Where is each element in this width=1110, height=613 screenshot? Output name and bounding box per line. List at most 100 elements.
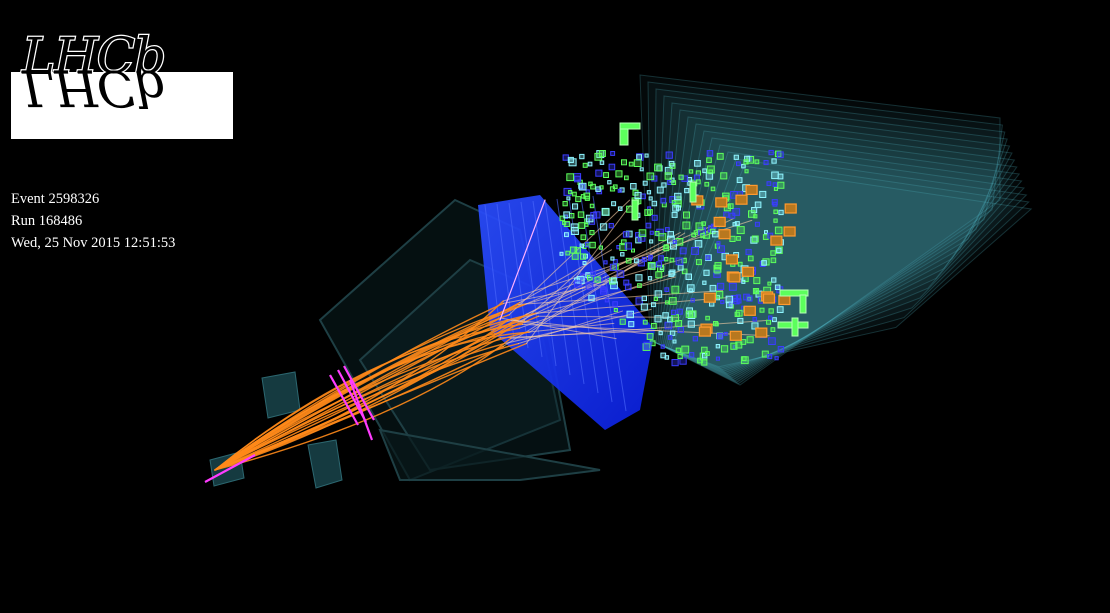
hit xyxy=(751,322,759,330)
hit xyxy=(566,196,571,201)
ecal-hit xyxy=(770,235,783,246)
hit xyxy=(705,255,711,261)
hit xyxy=(638,229,647,237)
hit xyxy=(777,173,784,180)
svg-text:LHCb: LHCb xyxy=(21,27,165,85)
hit xyxy=(654,290,663,298)
hit xyxy=(736,177,743,183)
hit xyxy=(768,315,773,320)
hit xyxy=(649,340,656,347)
hit xyxy=(712,230,719,238)
hit xyxy=(600,287,607,295)
hit xyxy=(679,247,687,255)
hit xyxy=(574,280,582,288)
hit xyxy=(677,353,683,360)
hit xyxy=(768,308,774,314)
hit xyxy=(703,269,710,276)
hit xyxy=(584,195,590,201)
hit xyxy=(767,354,773,359)
hit xyxy=(620,252,625,257)
hit xyxy=(754,159,760,165)
hit xyxy=(731,295,738,302)
hit xyxy=(621,159,627,166)
hit xyxy=(642,343,651,351)
lhcb-logo: LHCb LHCb xyxy=(11,26,233,139)
ecal-hit xyxy=(728,272,741,283)
hit xyxy=(717,333,724,340)
hit xyxy=(643,341,652,350)
hit xyxy=(608,223,614,229)
hit xyxy=(664,257,669,262)
hit xyxy=(735,294,742,300)
hit xyxy=(754,221,760,227)
hit xyxy=(694,160,701,167)
hit xyxy=(705,351,710,356)
hit xyxy=(639,167,644,172)
hit xyxy=(575,196,582,203)
hit xyxy=(763,160,769,166)
hit xyxy=(611,201,617,207)
hit xyxy=(671,180,677,185)
hit xyxy=(628,161,634,167)
hit xyxy=(714,322,719,327)
hit xyxy=(624,242,632,250)
hit xyxy=(681,268,688,275)
calo-hits xyxy=(559,149,797,367)
hit xyxy=(587,161,593,167)
ecal-hit xyxy=(784,203,797,214)
hit xyxy=(773,209,779,215)
hit xyxy=(634,191,642,199)
hit xyxy=(589,241,596,249)
hit xyxy=(668,160,675,167)
hit xyxy=(700,233,706,239)
hit xyxy=(663,245,670,252)
hit xyxy=(622,231,630,238)
hit xyxy=(772,182,778,188)
hit xyxy=(564,232,569,238)
hit xyxy=(645,222,652,229)
hit xyxy=(562,201,568,207)
hit xyxy=(740,356,749,365)
hit xyxy=(767,281,772,286)
hit xyxy=(649,230,654,235)
hit xyxy=(582,162,588,168)
ecal-hit xyxy=(755,327,768,338)
hit xyxy=(770,327,776,333)
hit xyxy=(569,213,575,219)
hit xyxy=(671,200,677,205)
hit xyxy=(706,157,712,163)
hit xyxy=(613,308,618,313)
hit xyxy=(736,226,745,235)
hit xyxy=(611,277,618,284)
hit xyxy=(762,234,769,240)
hit xyxy=(741,163,746,169)
hit xyxy=(709,284,717,292)
hit xyxy=(744,155,751,162)
hit xyxy=(759,190,767,198)
hit xyxy=(600,286,607,293)
hit xyxy=(563,220,570,227)
hit xyxy=(702,280,707,285)
hit xyxy=(654,315,662,323)
hit xyxy=(631,248,635,253)
hit xyxy=(729,212,736,219)
event-datetime: Wed, 25 Nov 2015 12:51:53 xyxy=(11,235,176,251)
hit xyxy=(642,180,648,186)
hit xyxy=(743,159,749,165)
hit xyxy=(617,206,623,211)
hit xyxy=(693,230,699,235)
hit xyxy=(589,230,595,236)
hit xyxy=(686,284,695,292)
hit xyxy=(594,276,601,283)
hit xyxy=(559,251,564,256)
hit xyxy=(702,168,707,174)
hit xyxy=(774,150,782,158)
ecal-hit xyxy=(713,216,726,227)
hit xyxy=(734,311,740,318)
hit xyxy=(695,259,702,266)
hit xyxy=(776,247,782,254)
hit xyxy=(751,207,758,214)
hit xyxy=(752,317,758,322)
hit xyxy=(590,271,596,277)
hit xyxy=(593,211,601,219)
